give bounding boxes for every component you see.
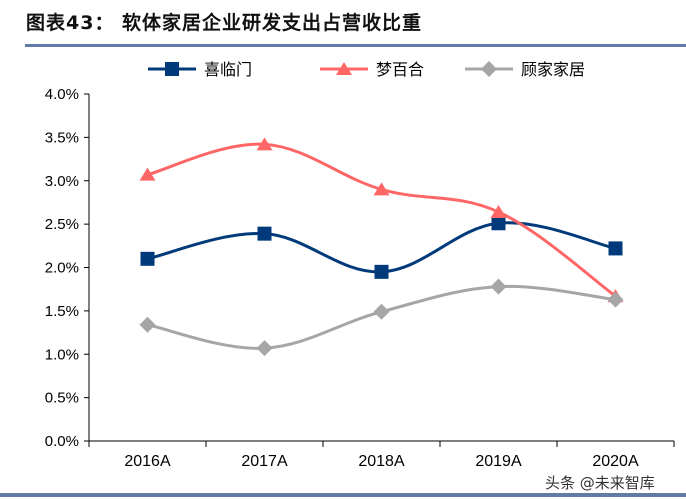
legend-marker-0: [165, 62, 179, 76]
data-point-0: [374, 264, 389, 279]
y-tick-label: 2.0%: [45, 260, 79, 277]
legend-marker-1: [336, 62, 352, 75]
y-tick-label: 0.0%: [45, 433, 79, 450]
x-tick-label: 2018A: [358, 453, 405, 470]
data-point-2: [607, 291, 624, 308]
data-point-1: [139, 167, 156, 181]
x-tick-label: 2019A: [475, 453, 522, 470]
data-point-1: [256, 137, 273, 151]
legend-label: 顾家家居: [521, 60, 585, 79]
title-divider: [25, 44, 686, 47]
data-point-0: [140, 251, 155, 266]
data-point-0: [257, 226, 272, 241]
legend-marker-2: [481, 61, 497, 77]
data-point-2: [373, 303, 390, 320]
data-point-0: [491, 216, 506, 231]
data-point-2: [139, 316, 156, 333]
y-tick-label: 1.0%: [45, 346, 79, 363]
data-point-1: [490, 204, 507, 218]
y-tick-label: 0.5%: [45, 390, 79, 407]
data-point-0: [608, 241, 623, 256]
y-tick-label: 4.0%: [45, 86, 79, 103]
y-tick-label: 2.5%: [45, 216, 79, 233]
y-tick-label: 1.5%: [45, 303, 79, 320]
series-line-0: [147, 221, 616, 274]
data-point-2: [256, 340, 273, 357]
y-tick-label: 3.0%: [45, 173, 79, 190]
x-tick-label: 2017A: [241, 453, 288, 470]
watermark: 头条 @未来智库: [545, 474, 655, 492]
legend-label: 梦百合: [376, 60, 424, 79]
figure-title: 图表43： 软体家居企业研发支出占营收比重: [26, 12, 423, 34]
bottom-divider: [0, 493, 686, 497]
data-point-1: [373, 182, 390, 196]
x-tick-label: 2020A: [592, 453, 639, 470]
legend-label: 喜临门: [204, 60, 252, 79]
y-tick-label: 3.5%: [45, 129, 79, 146]
data-point-2: [490, 278, 507, 295]
x-tick-label: 2016A: [124, 453, 171, 470]
